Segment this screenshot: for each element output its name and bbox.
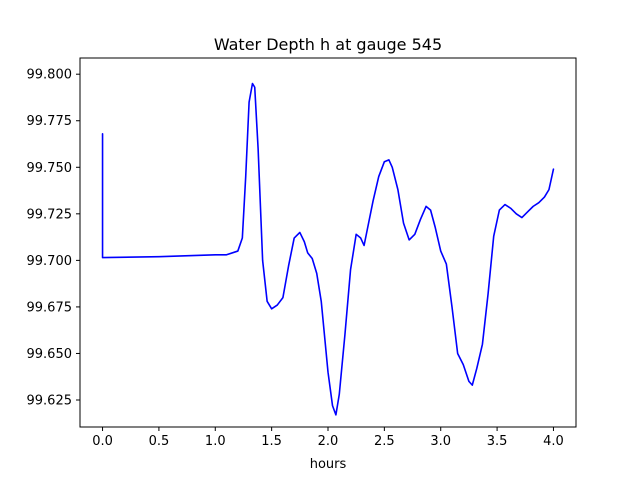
y-tick-label: 99.725 bbox=[27, 207, 73, 222]
x-tick-label: 3.5 bbox=[487, 434, 508, 449]
y-tick-label: 99.800 bbox=[27, 68, 73, 83]
x-tick-label: 0.0 bbox=[92, 434, 113, 449]
chart-title: Water Depth h at gauge 545 bbox=[214, 35, 442, 54]
plot-area bbox=[101, 82, 555, 416]
axis-ticks: 0.0 0.5 1.0 1.5 2.0 2.5 3.0 3.5 4.0 99.625 99.650 9… bbox=[27, 68, 564, 449]
x-axis-label: hours bbox=[310, 457, 347, 472]
y-tick-label: 99.650 bbox=[27, 347, 73, 362]
x-tick-label: 4.0 bbox=[543, 434, 564, 449]
y-tick-label: 99.750 bbox=[27, 161, 73, 176]
x-tick-label: 1.0 bbox=[205, 434, 226, 449]
y-tick-label: 99.775 bbox=[27, 114, 73, 129]
plot-frame bbox=[79, 57, 577, 428]
x-tick-label: 1.5 bbox=[261, 434, 282, 449]
y-tick-label: 99.625 bbox=[27, 394, 73, 409]
x-tick-label: 3.0 bbox=[430, 434, 451, 449]
x-tick-label: 0.5 bbox=[149, 434, 170, 449]
x-tick-label: 2.5 bbox=[374, 434, 395, 449]
x-tick-label: 2.0 bbox=[318, 434, 339, 449]
series-line-0 bbox=[101, 82, 555, 416]
y-tick-label: 99.700 bbox=[27, 254, 73, 269]
y-tick-label: 99.675 bbox=[27, 300, 73, 315]
